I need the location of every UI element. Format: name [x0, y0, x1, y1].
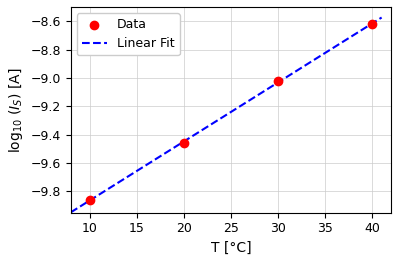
Data — [181, 141, 187, 145]
Linear Fit — [330, 47, 335, 50]
Y-axis label: log$_{10}$ ($I_S$) [A]: log$_{10}$ ($I_S$) [A] — [7, 67, 25, 153]
Linear Fit — [379, 16, 384, 19]
Linear Fit — [259, 91, 263, 95]
Linear Fit — [68, 211, 73, 214]
Data — [86, 198, 93, 202]
Linear Fit — [69, 210, 74, 213]
X-axis label: T [°C]: T [°C] — [211, 241, 251, 255]
Data — [275, 79, 281, 83]
Linear Fit — [350, 34, 355, 37]
Linear Fit — [254, 95, 258, 98]
Linear Fit — [252, 95, 257, 99]
Line: Linear Fit: Linear Fit — [71, 18, 382, 212]
Data — [369, 22, 375, 26]
Legend: Data, Linear Fit: Data, Linear Fit — [77, 13, 179, 56]
